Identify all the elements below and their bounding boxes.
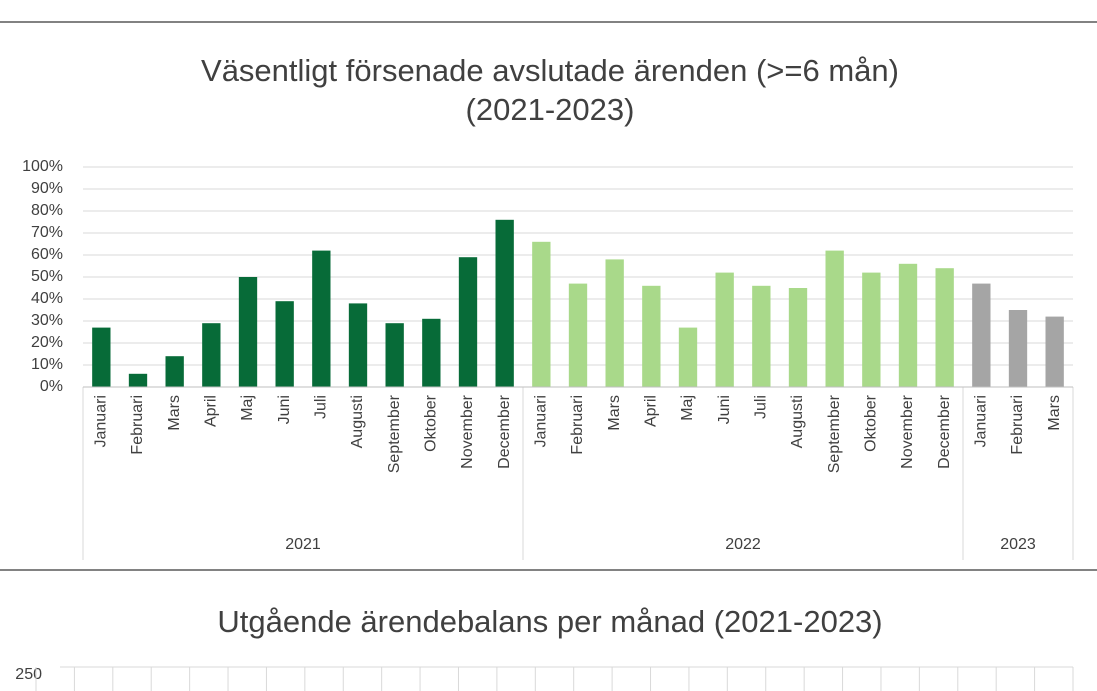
y-tick-label: 10% bbox=[31, 356, 63, 373]
x-tick-label: Maj bbox=[679, 395, 696, 421]
bar bbox=[532, 241, 551, 387]
chart-title: Utgående ärendebalans per månad (2021-20… bbox=[217, 604, 882, 639]
bar bbox=[788, 288, 808, 387]
bar bbox=[1008, 310, 1028, 387]
bar bbox=[348, 303, 368, 387]
bar bbox=[202, 323, 221, 387]
y-tick-label: 60% bbox=[31, 246, 63, 263]
bar bbox=[972, 283, 991, 387]
bar bbox=[568, 283, 588, 387]
bar bbox=[642, 285, 661, 387]
y-tick-label: 50% bbox=[31, 268, 63, 285]
x-tick-label: Juni bbox=[276, 395, 293, 424]
x-tick-label: April bbox=[643, 395, 660, 427]
group-label: 2023 bbox=[1000, 536, 1036, 553]
y-tick-label: 100% bbox=[22, 158, 63, 175]
group-label: 2021 bbox=[285, 536, 321, 553]
y-tick-label: 20% bbox=[31, 334, 63, 351]
x-tick-label: December bbox=[496, 394, 513, 468]
x-tick-label: Mars bbox=[1046, 395, 1063, 431]
x-tick-label: Januari bbox=[93, 395, 110, 447]
x-tick-label: September bbox=[826, 394, 843, 473]
x-tick-label: Oktober bbox=[863, 394, 880, 452]
x-tick-label: November bbox=[899, 394, 916, 468]
y-tick-label: 30% bbox=[31, 312, 63, 329]
chart-title: (2021-2023) bbox=[466, 92, 635, 127]
x-tick-label: Oktober bbox=[423, 394, 440, 452]
x-tick-label: Mars bbox=[166, 395, 183, 431]
x-tick-label: Augusti bbox=[789, 395, 806, 448]
bar bbox=[458, 257, 478, 387]
x-tick-label: September bbox=[386, 394, 403, 473]
bar bbox=[825, 250, 844, 387]
bar bbox=[715, 272, 734, 387]
chart-title: Väsentligt försenade avslutade ärenden (… bbox=[201, 53, 899, 88]
bar bbox=[275, 301, 294, 387]
x-tick-label: Januari bbox=[973, 395, 990, 447]
bar bbox=[1045, 316, 1064, 387]
x-tick-label: Januari bbox=[533, 395, 550, 447]
x-tick-label: Augusti bbox=[349, 395, 366, 448]
x-tick-label: April bbox=[203, 395, 220, 427]
bar bbox=[385, 323, 404, 387]
x-tick-label: November bbox=[459, 394, 476, 468]
bar bbox=[92, 327, 111, 387]
bar bbox=[935, 268, 954, 387]
y-tick-label: 40% bbox=[31, 290, 63, 307]
x-tick-label: Februari bbox=[569, 395, 586, 455]
y-tick-label: 250 bbox=[15, 666, 42, 683]
bar bbox=[312, 250, 331, 387]
bar bbox=[898, 263, 918, 387]
x-tick-label: Maj bbox=[239, 395, 256, 421]
bar bbox=[128, 373, 148, 387]
x-tick-label: Juli bbox=[313, 395, 330, 419]
x-tick-label: Juni bbox=[716, 395, 733, 424]
bar bbox=[422, 318, 441, 387]
x-tick-label: Februari bbox=[129, 395, 146, 455]
y-tick-label: 70% bbox=[31, 224, 63, 241]
bar bbox=[605, 259, 624, 387]
bar bbox=[862, 272, 881, 387]
y-tick-label: 90% bbox=[31, 180, 63, 197]
y-tick-label: 80% bbox=[31, 202, 63, 219]
group-label: 2022 bbox=[725, 536, 761, 553]
y-tick-label: 0% bbox=[40, 378, 63, 395]
x-tick-label: December bbox=[936, 394, 953, 468]
bar bbox=[752, 285, 771, 387]
bar bbox=[165, 356, 184, 387]
x-tick-label: Juli bbox=[753, 395, 770, 419]
bar bbox=[678, 327, 698, 387]
x-tick-label: Februari bbox=[1009, 395, 1026, 455]
bar bbox=[238, 277, 258, 387]
x-tick-label: Mars bbox=[606, 395, 623, 431]
bar bbox=[495, 219, 514, 387]
